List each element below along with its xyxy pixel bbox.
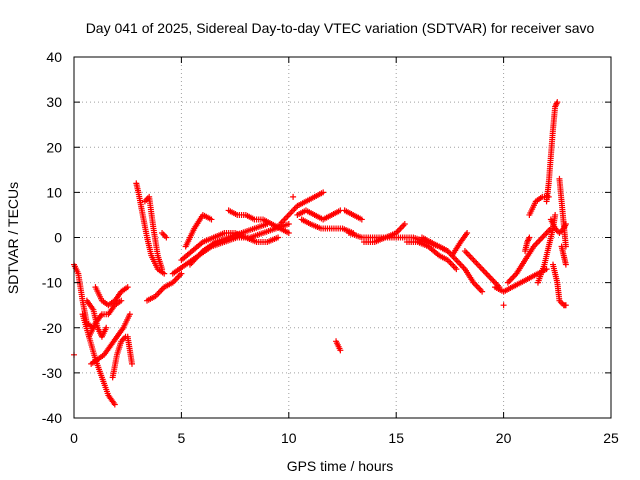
data-point — [126, 311, 133, 318]
series-arc-29 — [461, 248, 503, 291]
y-tick-label: 0 — [54, 230, 62, 246]
tick-labels: 0 5 10 15 20 25 -40 -30 -20 -10 0 10 20 30 40 — [42, 49, 619, 446]
data-point — [128, 360, 135, 367]
data-point — [290, 193, 297, 200]
series-arc-25 — [360, 220, 408, 246]
x-tick-label: 25 — [603, 430, 619, 446]
y-tick-label: -30 — [42, 365, 62, 381]
data-point — [285, 220, 292, 227]
data-point — [208, 216, 215, 223]
y-tick-label: -10 — [42, 275, 62, 291]
data-point — [552, 211, 559, 218]
data-marks — [71, 99, 569, 408]
series-arc-31 — [500, 302, 507, 309]
data-point — [562, 302, 569, 309]
axis-ticks — [73, 56, 612, 419]
x-tick-label: 15 — [388, 430, 404, 446]
y-tick-label: 40 — [46, 49, 62, 65]
data-point — [401, 220, 408, 227]
series-arc-5 — [86, 297, 125, 340]
y-tick-label: 10 — [46, 184, 62, 200]
data-point — [479, 288, 486, 295]
data-point — [554, 99, 561, 106]
series-arc-20 — [294, 207, 344, 223]
chart-title: Day 041 of 2025, Sidereal Day-to-day VTE… — [86, 20, 595, 36]
x-axis-label: GPS time / hours — [287, 458, 394, 474]
data-point — [163, 234, 170, 241]
grid-lines — [74, 57, 611, 418]
series-arc-11 — [144, 270, 185, 304]
series-arc-28 — [449, 229, 471, 259]
data-point — [562, 261, 569, 268]
data-point — [453, 266, 460, 273]
series-arc-36 — [543, 99, 561, 205]
data-point — [159, 266, 166, 273]
data-point — [526, 234, 533, 241]
series-arc-22 — [341, 207, 365, 223]
y-axis-label: SDTVAR / TECUs — [5, 182, 21, 294]
series-arc-15 — [182, 211, 215, 250]
y-tick-label: 30 — [46, 94, 62, 110]
series-arc-8 — [124, 333, 135, 367]
series-arc-32 — [504, 225, 554, 286]
y-tick-label: -40 — [42, 410, 62, 426]
series-arc-21 — [298, 216, 357, 236]
data-point — [337, 347, 344, 354]
data-point — [285, 229, 292, 236]
y-tick-label: 20 — [46, 139, 62, 155]
series-arc-10 — [141, 193, 166, 273]
series-arc-40 — [558, 243, 569, 268]
series-arc-23 — [333, 338, 344, 354]
x-tick-label: 20 — [496, 430, 512, 446]
y-tick-label: -20 — [42, 320, 62, 336]
series-arc-12 — [159, 229, 170, 241]
x-tick-label: 5 — [178, 430, 186, 446]
data-point — [124, 284, 131, 291]
data-point — [111, 401, 118, 408]
data-point — [464, 229, 471, 236]
data-point — [178, 270, 185, 277]
series-arc-19 — [290, 193, 297, 200]
series-arc-4 — [92, 284, 131, 309]
series-arc-18 — [277, 189, 327, 227]
data-point — [118, 297, 125, 304]
series-arc-39 — [556, 175, 569, 250]
series-arc-16 — [186, 220, 271, 268]
series-arc-1 — [71, 261, 97, 331]
data-point — [161, 270, 168, 277]
series-arc-17 — [225, 207, 292, 236]
series-arc-27 — [418, 234, 486, 295]
data-point — [275, 234, 282, 241]
data-point — [358, 216, 365, 223]
series-arc-38 — [550, 261, 569, 309]
data-point — [320, 189, 327, 196]
series-arc-26 — [403, 239, 460, 273]
series-arc-33 — [522, 234, 533, 255]
x-tick-label: 0 — [70, 430, 78, 446]
series-arc-6 — [88, 311, 133, 367]
x-tick-label: 10 — [281, 430, 297, 446]
series-arc-9 — [133, 180, 168, 277]
data-point — [103, 324, 110, 331]
data-point — [500, 302, 507, 309]
